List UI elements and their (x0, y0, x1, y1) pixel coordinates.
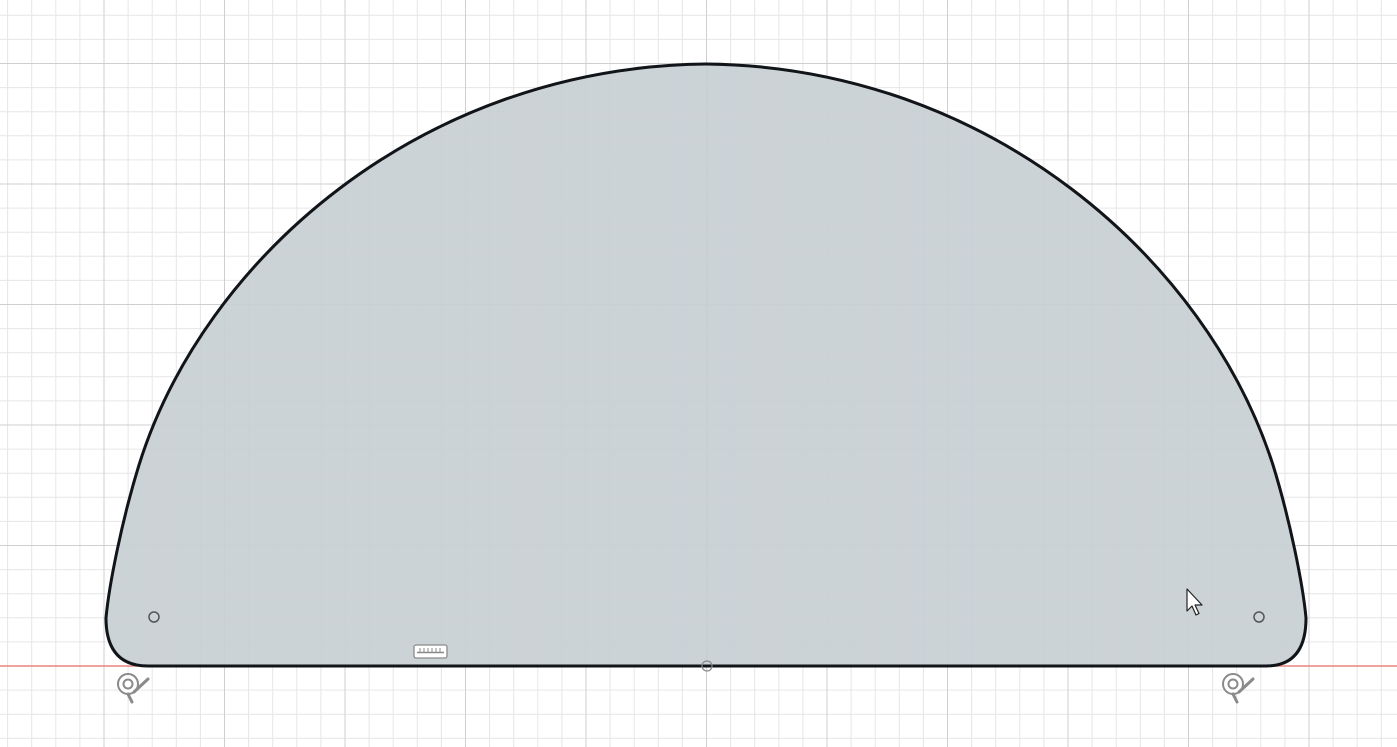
fix-constraint-icon[interactable] (1222, 673, 1255, 704)
sketch-profile[interactable] (104, 62, 1308, 668)
sketch-point-icon[interactable] (1253, 611, 1265, 623)
fix-constraint-icon[interactable] (117, 673, 150, 704)
mouse-pointer-icon (1186, 588, 1203, 616)
origin-point-icon[interactable] (701, 660, 713, 672)
horizontal-constraint-icon[interactable] (413, 644, 448, 659)
sketch-point-icon[interactable] (148, 611, 160, 623)
